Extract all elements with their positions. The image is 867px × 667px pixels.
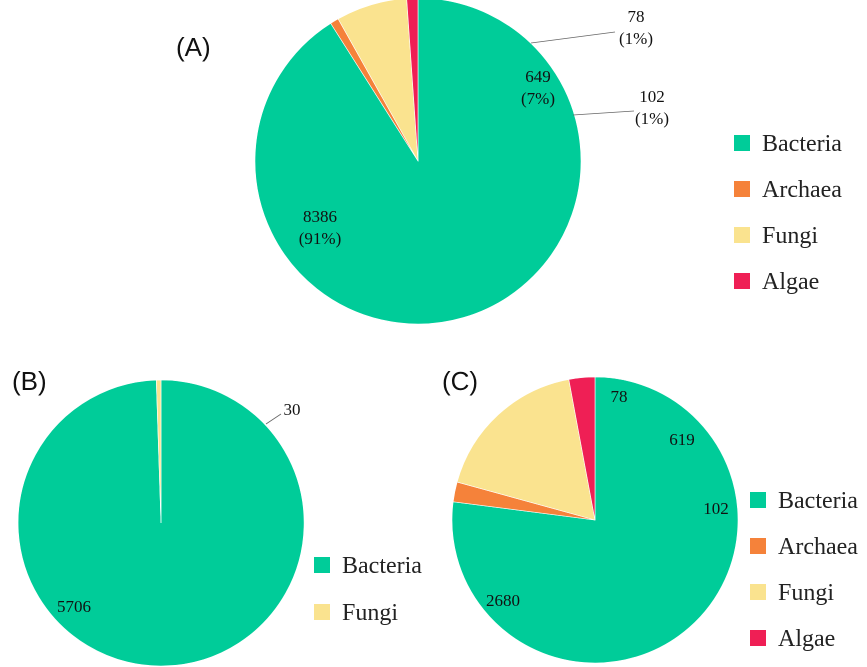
leader-line-fungi: [265, 413, 282, 425]
legend-label-bacteria: Bacteria: [778, 488, 858, 514]
data-label-archaea: 78: [611, 387, 628, 406]
label-value: 78: [628, 7, 645, 26]
legend-label-archaea: Archaea: [762, 177, 842, 203]
legend-label-fungi: Fungi: [342, 600, 398, 626]
label-percent: (1%): [619, 29, 653, 48]
legend-label-archaea: Archaea: [778, 534, 858, 560]
pie-slice-bacteria: [254, 0, 582, 325]
legend-swatch-fungi: [734, 227, 750, 243]
legend-label-fungi: Fungi: [762, 223, 818, 249]
legend-swatch-archaea: [734, 181, 750, 197]
data-label-fungi: 649 (7%): [521, 67, 555, 108]
pie-slice-bacteria: [451, 376, 739, 664]
label-value: 78: [611, 387, 628, 406]
label-value: 102: [703, 499, 729, 518]
legend-swatch-fungi: [750, 584, 766, 600]
legend-label-fungi: Fungi: [778, 580, 834, 606]
leader-line-algae: [572, 110, 635, 116]
legend-swatch-bacteria: [314, 557, 330, 573]
label-value: 102: [639, 87, 665, 106]
pie-slice-algae: [568, 376, 596, 521]
data-label-algae: 102 (1%): [635, 87, 669, 128]
pie-slice-fungi: [337, 0, 419, 162]
data-label-bacteria: 5706: [57, 597, 91, 616]
leader-line-archaea: [530, 31, 616, 44]
data-label-fungi: 619: [669, 430, 695, 449]
panel-label-c: (C): [442, 366, 478, 396]
legend-label-algae: Algae: [762, 269, 819, 295]
panel-c: (C) 2680 78 619 102 Bacteria Archaea Fungi Alga…: [442, 366, 858, 664]
legend-label-algae: Algae: [778, 626, 835, 652]
pie-slice-fungi: [155, 379, 162, 524]
label-value: 5706: [57, 597, 91, 616]
panel-label-a: (A): [176, 32, 211, 62]
pie-slice-fungi: [456, 379, 596, 521]
legend-swatch-archaea: [750, 538, 766, 554]
panel-b: (B) 5706 30 Bacteria Fungi: [12, 366, 422, 667]
legend-swatch-fungi: [314, 604, 330, 620]
legend-swatch-algae: [750, 630, 766, 646]
data-label-bacteria: 2680: [486, 591, 520, 610]
label-value: 30: [284, 400, 301, 419]
data-label-bacteria: 8386 (91%): [299, 207, 341, 248]
legend-swatch-bacteria: [750, 492, 766, 508]
legend-swatch-algae: [734, 273, 750, 289]
panel-a: (A) 8386 (91%) 78 (1%) 649 (7%) 102 (1%) Bacteri…: [176, 0, 842, 325]
label-percent: (7%): [521, 89, 555, 108]
pie-slice-algae: [406, 0, 419, 162]
data-label-fungi: 30: [284, 400, 301, 419]
label-value: 8386: [303, 207, 337, 226]
legend-label-bacteria: Bacteria: [342, 553, 422, 579]
data-label-algae: 102: [703, 499, 729, 518]
data-label-archaea: 78 (1%): [619, 7, 653, 48]
legend-swatch-bacteria: [734, 135, 750, 151]
panel-label-b: (B): [12, 366, 47, 396]
label-value: 649: [525, 67, 551, 86]
label-value: 2680: [486, 591, 520, 610]
label-percent: (91%): [299, 229, 341, 248]
label-value: 619: [669, 430, 695, 449]
label-percent: (1%): [635, 109, 669, 128]
legend-label-bacteria: Bacteria: [762, 131, 842, 157]
